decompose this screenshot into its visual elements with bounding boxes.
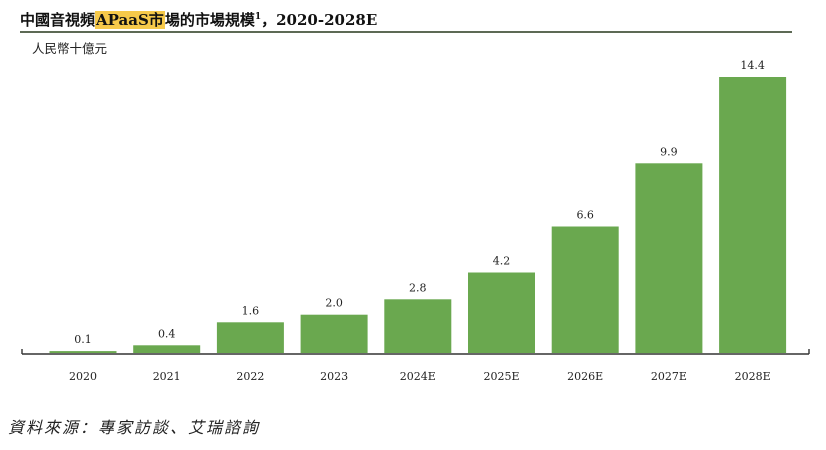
bar-2027E	[635, 163, 703, 354]
y-axis-unit-label: 人民幣十億元	[32, 41, 108, 56]
title-prefix: 中國音視頻	[20, 11, 96, 29]
title-divider	[20, 31, 792, 33]
bar-2024E	[384, 299, 452, 353]
bar-chart: 0.1 2020 0.4 2021 1.6 2022 2.0 2023 2.8 2024E 4.2 2…	[21, 59, 810, 383]
data-label-2021: 0.4	[158, 327, 176, 340]
data-label-2027E: 9.9	[660, 145, 678, 158]
bar-2022	[216, 322, 284, 353]
bar-2020	[49, 351, 117, 353]
data-label-2028E: 14.4	[740, 59, 765, 72]
data-label-2020: 0.1	[74, 333, 92, 346]
x-tick-label-2022: 2022	[236, 370, 264, 383]
x-tick-label-2025E: 2025E	[483, 370, 519, 383]
x-tick-label-2020: 2020	[69, 370, 97, 383]
data-label-2025E: 4.2	[493, 255, 511, 268]
source-note: 資料來源：專家訪談、艾瑞諮詢	[8, 418, 261, 437]
x-tick-label-2023: 2023	[320, 370, 348, 383]
bar-2028E	[719, 77, 787, 353]
x-tick-label-2026E: 2026E	[567, 370, 603, 383]
x-tick-label-2024E: 2024E	[400, 370, 436, 383]
data-label-2024E: 2.8	[409, 281, 427, 294]
data-label-2022: 1.6	[242, 304, 260, 317]
bar-2025E	[468, 272, 535, 353]
bar-2026E	[551, 226, 619, 353]
title-suffix: 場的市場規模	[164, 11, 255, 29]
data-label-2026E: 6.6	[576, 209, 594, 222]
x-tick-label-2028E: 2028E	[735, 370, 771, 383]
x-tick-label-2027E: 2027E	[651, 370, 687, 383]
bar-2023	[300, 314, 368, 353]
title-tail: ，2020-2028E	[261, 11, 378, 29]
title-highlight: APaaS市	[95, 11, 165, 29]
title-footnote-marker: 1	[254, 12, 262, 22]
chart-title: 中國音視頻APaaS市場的市場規模1，2020-2028E	[20, 4, 377, 30]
data-label-2023: 2.0	[325, 297, 343, 310]
bar-2021	[133, 345, 201, 353]
x-tick-label-2021: 2021	[153, 370, 181, 383]
